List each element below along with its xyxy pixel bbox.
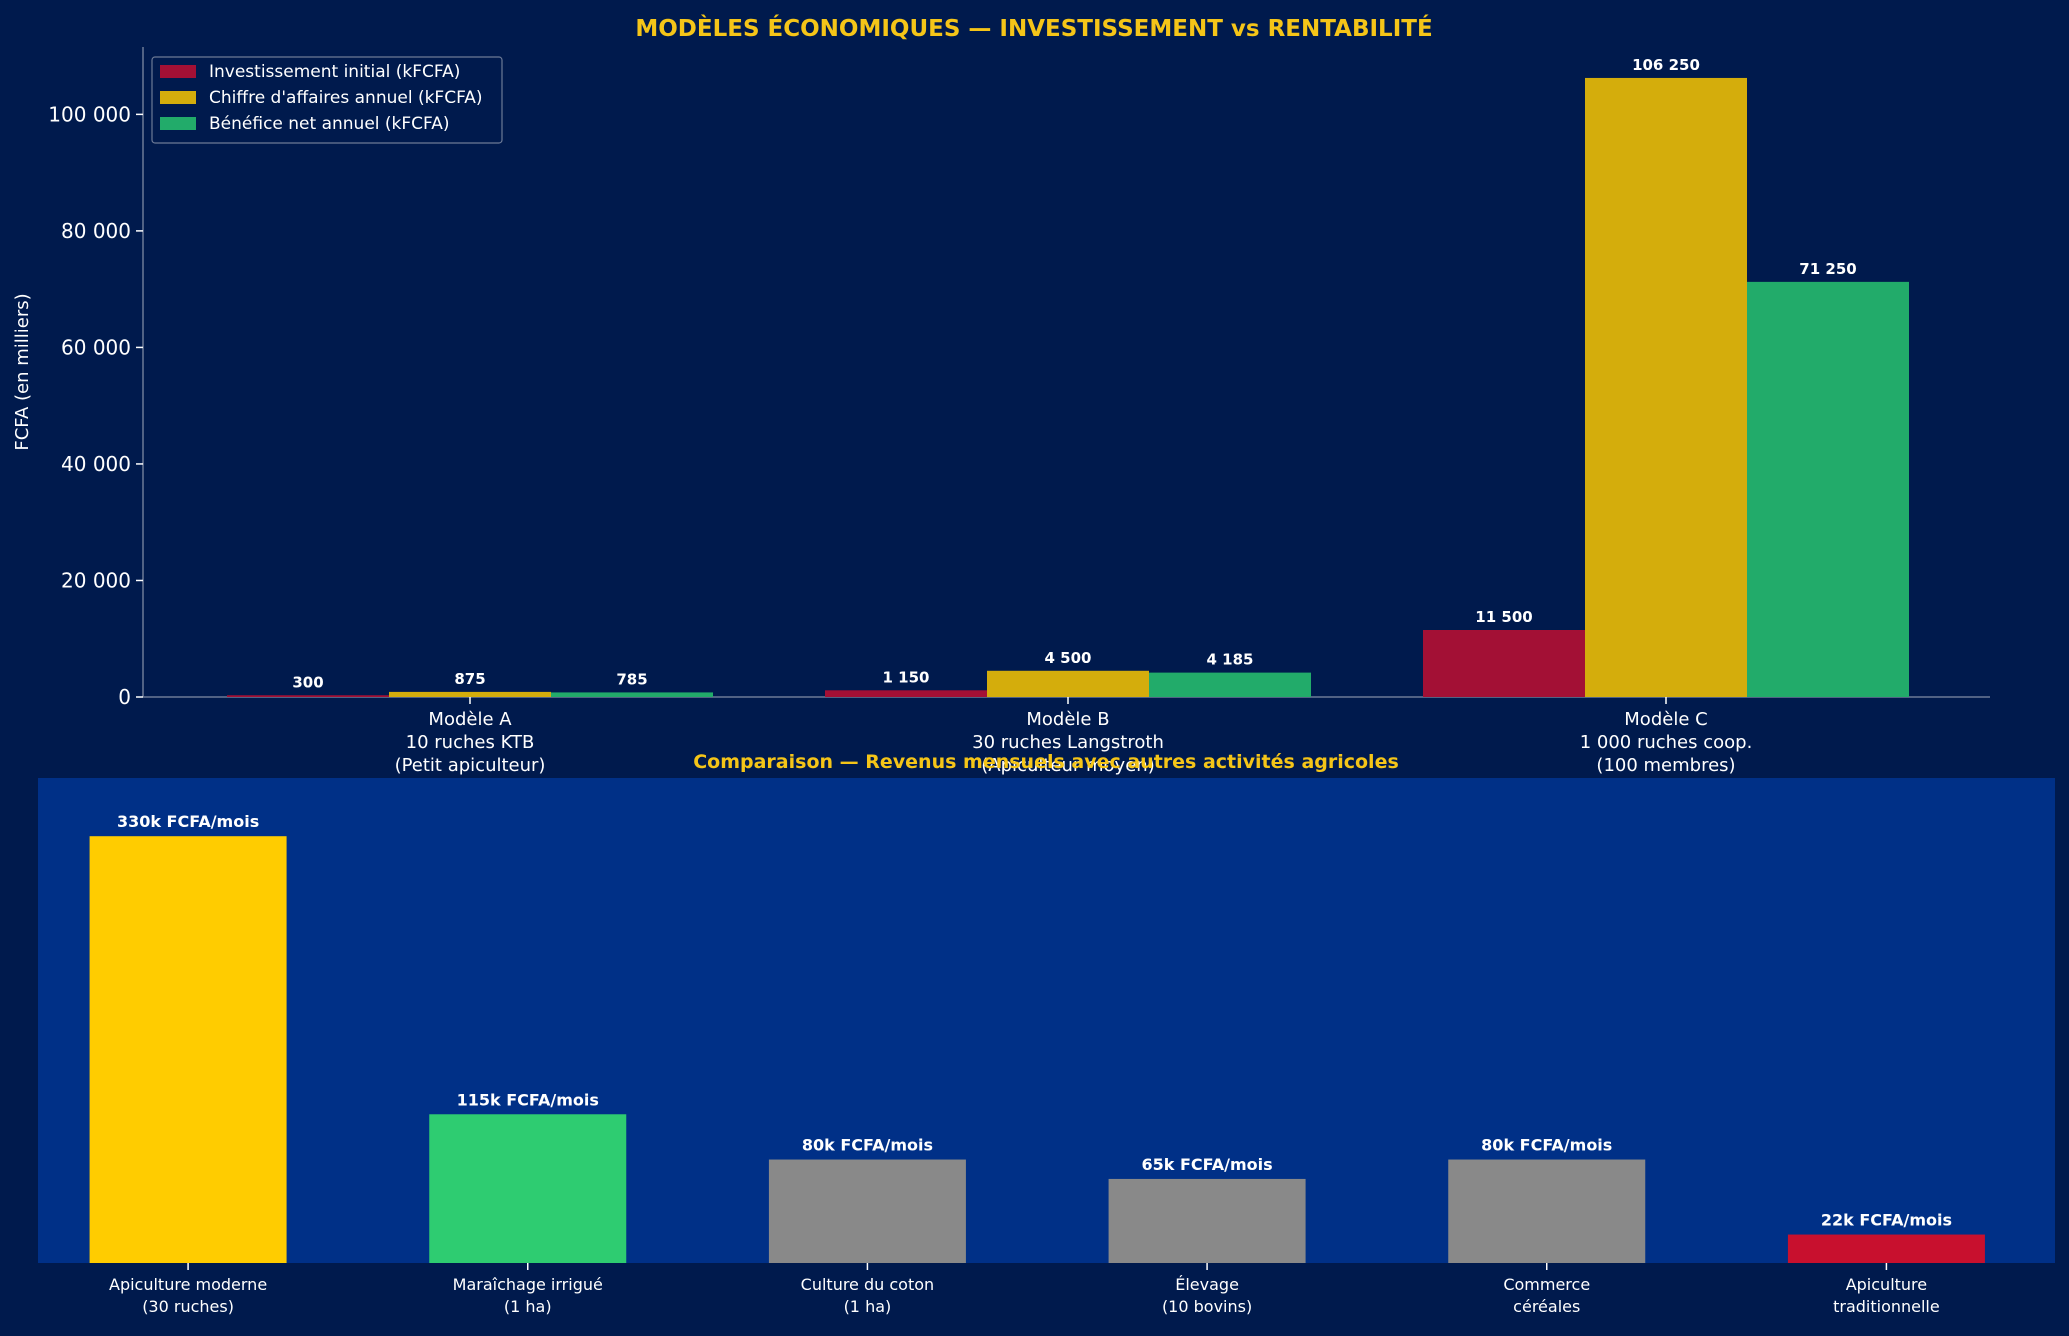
x-tick-label: (Petit apiculteur) — [395, 755, 546, 776]
x-tick-label: Culture du coton — [801, 1275, 935, 1294]
bar-value-label: 80k FCFA/mois — [802, 1136, 933, 1155]
bar-value-label: 4 500 — [1045, 649, 1092, 667]
x-tick-label: traditionnelle — [1833, 1297, 1940, 1316]
x-tick-label: 10 ruches KTB — [406, 732, 535, 753]
bar — [987, 670, 1149, 697]
y-tick-label: 20 000 — [61, 568, 131, 592]
y-tick-label: 0 — [118, 685, 131, 709]
y-tick-label: 80 000 — [61, 219, 131, 243]
bar-value-label: 115k FCFA/mois — [457, 1090, 599, 1109]
x-tick-label: céréales — [1513, 1297, 1580, 1316]
bar-value-label: 80k FCFA/mois — [1481, 1136, 1612, 1155]
legend-swatch — [160, 91, 196, 104]
bar-value-label: 330k FCFA/mois — [117, 812, 259, 831]
bar — [429, 1114, 627, 1263]
legend: Investissement initial (kFCFA) Chiffre d'… — [151, 56, 503, 144]
x-tick-label: Modèle A — [428, 709, 512, 730]
x-tick-label: Élevage — [1175, 1275, 1239, 1294]
legend-label: Investissement initial (kFCFA) — [209, 62, 460, 82]
bar-value-label: 106 250 — [1632, 56, 1700, 74]
bar-value-label: 4 185 — [1207, 651, 1254, 669]
legend-label: Chiffre d'affaires annuel (kFCFA) — [209, 88, 483, 108]
x-tick-label: Apiculture — [1846, 1275, 1927, 1294]
bar — [227, 695, 389, 697]
x-tick-label: (Apiculteur moyen) — [981, 755, 1154, 776]
x-tick-label: 1 000 ruches coop. — [1580, 732, 1753, 753]
bar — [389, 691, 551, 697]
bar-value-label: 11 500 — [1475, 608, 1532, 626]
x-tick-label: (1 ha) — [504, 1297, 552, 1316]
bar-value-label: 71 250 — [1799, 260, 1856, 278]
bar-value-label: 1 150 — [883, 668, 930, 686]
bar-value-label: 22k FCFA/mois — [1821, 1211, 1952, 1230]
y-axis-label: FCFA (en milliers) — [12, 293, 33, 450]
x-tick-label: Modèle B — [1026, 709, 1109, 730]
monthly-income-chart: Comparaison — Revenus mensuels avec autr… — [38, 751, 2055, 1316]
bar — [1585, 77, 1747, 698]
bar — [1108, 1178, 1306, 1263]
bar-value-label: 875 — [454, 670, 485, 688]
bar-value-label: 785 — [616, 670, 647, 688]
bar — [1448, 1159, 1646, 1263]
x-tick-label: Modèle C — [1624, 709, 1707, 730]
bar — [1149, 672, 1311, 697]
x-tick-label: Maraîchage irrigué — [453, 1275, 603, 1294]
bar — [551, 692, 713, 697]
x-tick-label: (10 bovins) — [1162, 1297, 1252, 1316]
plot-area — [38, 778, 2055, 1263]
x-tick-label: (1 ha) — [844, 1297, 892, 1316]
chart-title: MODÈLES ÉCONOMIQUES — INVESTISSEMENT vs … — [635, 14, 1432, 42]
bar — [768, 1159, 966, 1263]
bar — [89, 836, 287, 1263]
x-tick-label: (100 membres) — [1596, 755, 1735, 776]
investment-chart: MODÈLES ÉCONOMIQUES — INVESTISSEMENT vs … — [12, 14, 1990, 776]
x-tick-label: 30 ruches Langstroth — [972, 732, 1164, 753]
legend-frame — [151, 56, 503, 144]
chart-title: Comparaison — Revenus mensuels avec autr… — [693, 751, 1399, 773]
bar-value-label: 65k FCFA/mois — [1142, 1155, 1273, 1174]
x-tick-label: Apiculture moderne — [109, 1275, 267, 1294]
y-tick-label: 60 000 — [61, 335, 131, 359]
bar — [1423, 629, 1585, 697]
y-tick-label: 40 000 — [61, 452, 131, 476]
y-tick-label: 100 000 — [48, 102, 131, 126]
legend-label: Bénéfice net annuel (kFCFA) — [209, 114, 450, 134]
x-tick-label: (30 ruches) — [142, 1297, 234, 1316]
bar — [825, 690, 987, 697]
x-tick-label: Commerce — [1503, 1275, 1590, 1294]
legend-swatch — [160, 65, 196, 78]
bar — [1787, 1234, 1985, 1263]
bar-value-label: 300 — [292, 673, 323, 691]
legend-swatch — [160, 117, 196, 130]
bar — [1747, 281, 1909, 697]
